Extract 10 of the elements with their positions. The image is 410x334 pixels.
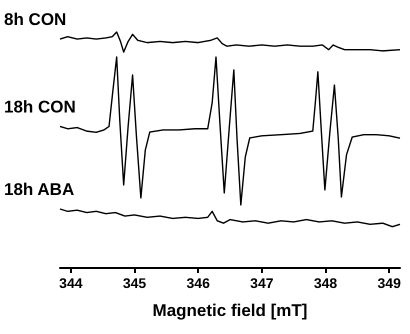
series-label: 18h ABA (4, 180, 74, 199)
x-tick-label: 347 (250, 275, 274, 291)
x-tick-label: 348 (314, 275, 338, 291)
x-axis-title: Magnetic field [mT] (152, 301, 308, 320)
x-tick-label: 349 (377, 275, 402, 291)
series-label: 8h CON (4, 10, 66, 30)
x-tick-label: 344 (59, 275, 83, 291)
x-tick-label: 346 (186, 275, 210, 291)
x-tick-label: 345 (122, 275, 146, 291)
series-label: 18h CON (4, 97, 76, 116)
